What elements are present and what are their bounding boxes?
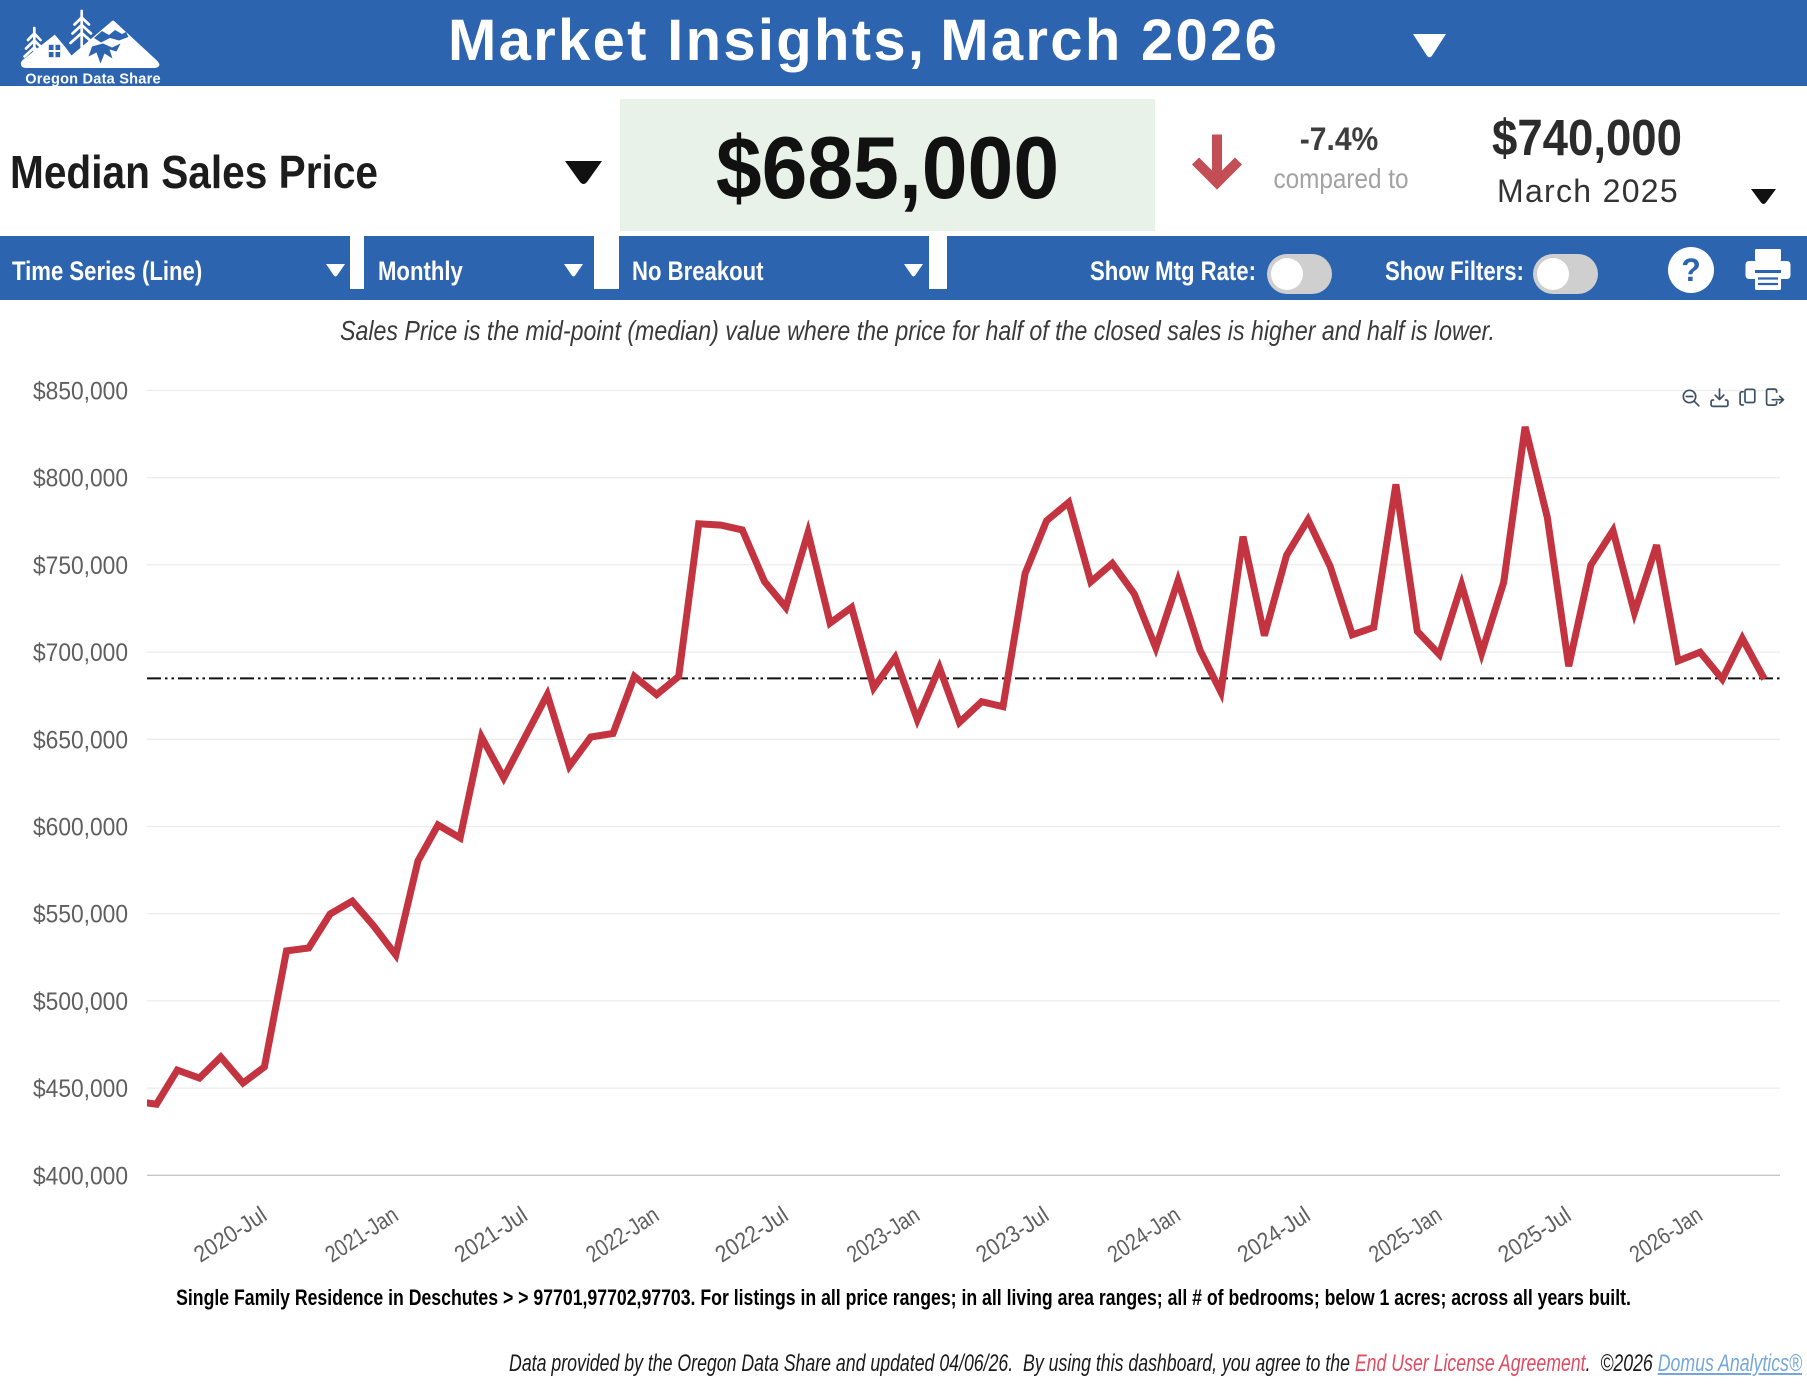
svg-text:2026-Jan: 2026-Jan [1625,1201,1707,1267]
svg-text:$500,000: $500,000 [33,988,128,1016]
svg-text:$450,000: $450,000 [33,1075,128,1103]
svg-text:2024-Jan: 2024-Jan [1103,1201,1185,1267]
svg-text:2025-Jan: 2025-Jan [1364,1201,1446,1267]
svg-text:$600,000: $600,000 [33,814,128,842]
svg-text:$750,000: $750,000 [33,552,128,580]
svg-text:2022-Jul: 2022-Jul [710,1201,792,1267]
svg-text:$700,000: $700,000 [33,639,128,667]
svg-text:2023-Jul: 2023-Jul [971,1201,1053,1267]
svg-text:$650,000: $650,000 [33,726,128,754]
svg-text:$550,000: $550,000 [33,901,128,929]
svg-text:2022-Jan: 2022-Jan [581,1201,663,1267]
svg-text:$800,000: $800,000 [33,465,128,493]
svg-text:2020-Jul: 2020-Jul [189,1201,271,1267]
svg-text:Oregon Data Share: Oregon Data Share [25,71,161,87]
svg-text:2021-Jul: 2021-Jul [450,1201,532,1267]
svg-text:2023-Jan: 2023-Jan [842,1201,924,1267]
svg-text:2021-Jan: 2021-Jan [320,1201,402,1267]
svg-text:$850,000: $850,000 [33,378,128,406]
svg-text:$400,000: $400,000 [33,1162,128,1190]
svg-text:2025-Jul: 2025-Jul [1493,1201,1575,1267]
svg-text:2024-Jul: 2024-Jul [1233,1201,1315,1267]
